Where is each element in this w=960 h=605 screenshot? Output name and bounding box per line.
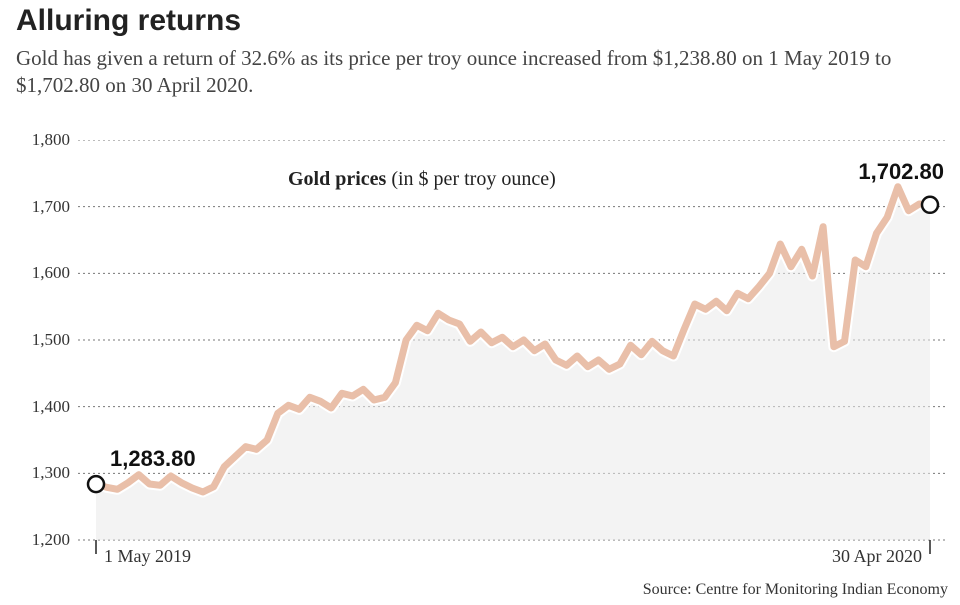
y-tick-label: 1,300 xyxy=(14,463,70,483)
source-line: Source: Centre for Monitoring Indian Eco… xyxy=(643,581,948,599)
start-marker xyxy=(88,476,104,492)
y-tick-label: 1,700 xyxy=(14,197,70,217)
end-marker xyxy=(922,197,938,213)
y-tick-label: 1,600 xyxy=(14,263,70,283)
series-label-bold: Gold prices xyxy=(288,168,386,190)
y-tick-label: 1,800 xyxy=(14,130,70,150)
chart-title: Alluring returns xyxy=(16,4,241,38)
y-tick-label: 1,500 xyxy=(14,330,70,350)
chart-subtitle: Gold has given a return of 32.6% as its … xyxy=(16,45,930,100)
x-axis-end-label: 30 Apr 2020 xyxy=(832,546,922,567)
plot-area: 1,2001,3001,4001,5001,6001,7001,800 Gold… xyxy=(78,140,948,540)
y-tick-label: 1,200 xyxy=(14,530,70,550)
area-fill xyxy=(96,187,930,540)
y-tick-label: 1,400 xyxy=(14,397,70,417)
end-value-callout: 1,702.80 xyxy=(858,159,944,185)
chart-container: { "title": "Alluring returns", "title_fo… xyxy=(0,0,960,605)
series-label-rest: (in $ per troy ounce) xyxy=(386,168,555,190)
plot-svg xyxy=(78,140,948,570)
start-value-callout: 1,283.80 xyxy=(110,446,196,472)
x-axis-start-label: 1 May 2019 xyxy=(104,546,191,567)
series-label: Gold prices (in $ per troy ounce) xyxy=(288,168,556,191)
